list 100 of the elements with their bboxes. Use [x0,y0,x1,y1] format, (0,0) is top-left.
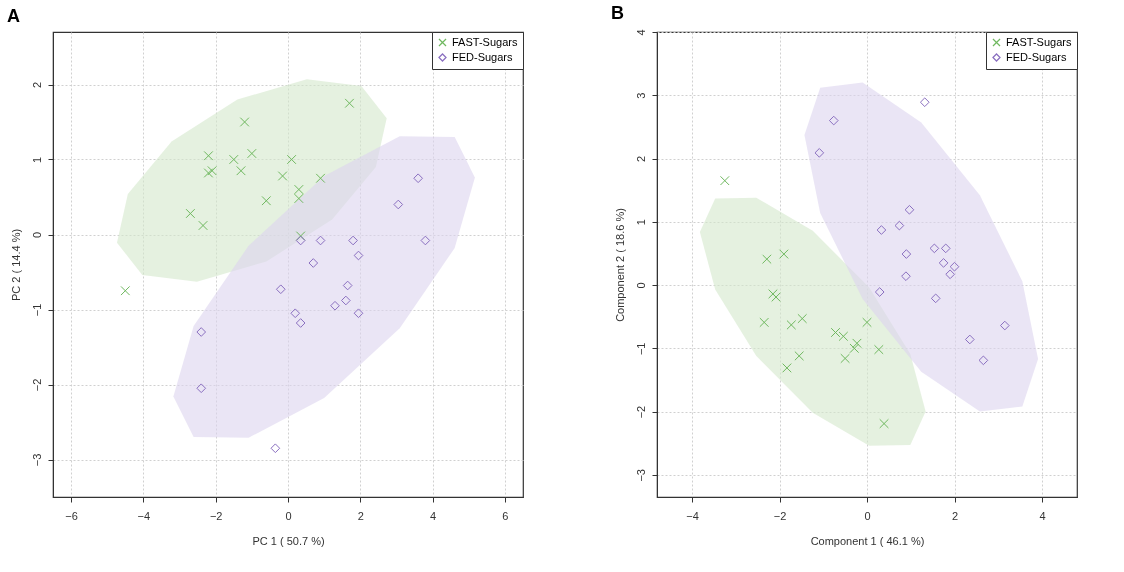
y-tick-label: 4 [634,29,647,36]
point [393,199,404,210]
y-axis-title: Component 2 ( 18.6 %) [613,208,626,322]
point [196,383,207,394]
y-tick-label: −1 [30,303,43,317]
x-tick-label: −2 [773,509,787,522]
point [342,280,353,291]
point [353,250,364,261]
point [794,351,805,361]
x-tick-label: 0 [864,509,871,522]
legend-label: FAST-Sugars [1006,35,1072,48]
point [719,175,730,186]
point [938,258,949,268]
point [999,320,1010,331]
point [945,269,955,280]
point [786,320,797,330]
point [228,154,239,165]
point [904,204,915,215]
point [978,355,989,366]
point [286,154,297,165]
point [315,235,326,246]
y-tick-label: −3 [634,469,647,482]
point [261,195,272,206]
legend-label: FED-Sugars [452,50,514,63]
y-tick-label: 2 [30,81,43,89]
point [919,97,930,108]
point [420,235,431,246]
point [203,150,214,161]
y-tick-label: −3 [30,453,43,467]
point [203,168,214,178]
point [894,220,905,231]
y-tick-label: −2 [634,405,647,419]
point [353,308,364,319]
y-tick-label: 2 [634,155,647,163]
x-tick-label: 2 [357,509,364,522]
point [929,243,940,254]
point [779,249,789,259]
point [759,317,770,328]
x-tick-label: −4 [137,509,151,522]
point [290,308,301,319]
x-tick-label: 4 [1039,509,1046,522]
point [270,443,281,454]
y-axis-title: PC 2 ( 14.4 %) [9,228,22,302]
x-tick-label: 0 [285,509,292,522]
point [852,338,862,349]
point [198,220,208,231]
point [413,173,423,184]
point [295,235,306,246]
point [838,331,849,342]
point [782,363,792,373]
point [879,418,889,429]
x-tick-label: 2 [951,509,959,522]
x-axis-title: Component 1 ( 46.1 %) [810,534,925,547]
y-tick-label: 3 [634,92,647,99]
point [949,261,960,272]
point [341,295,351,306]
point [185,208,196,219]
point [275,284,286,295]
point [348,235,358,246]
point [295,318,306,328]
point [840,353,850,364]
point [828,115,839,126]
y-tick-label: 0 [30,231,43,239]
point [277,171,288,181]
y-tick-label: 1 [30,156,43,164]
point [876,225,887,235]
x-axis-title: PC 1 ( 50.7 %) [252,534,325,547]
point [797,313,808,324]
point [247,148,257,159]
point [873,344,884,355]
point [814,148,825,158]
x-tick-label: −2 [209,509,223,522]
point [196,327,207,337]
point [344,98,355,109]
point [849,343,860,354]
x-tick-label: 4 [430,509,437,522]
y-tick-label: −2 [30,378,43,392]
point [901,271,911,282]
point [330,300,340,311]
x-tick-label: 6 [502,509,509,522]
point [874,287,885,297]
point [120,285,131,296]
point [207,165,217,176]
point [930,293,941,304]
point [901,249,912,259]
point [236,165,246,176]
legend-label: FAST-Sugars [452,35,518,48]
chart-title: A [7,5,20,26]
y-tick-label: 1 [634,219,647,226]
y-tick-label: −1 [634,342,647,356]
chart-title: B [611,2,624,23]
point [761,254,772,264]
x-tick-label: −6 [65,509,78,522]
point [862,317,872,328]
point [315,173,326,184]
legend-label: FED-Sugars [1006,50,1068,63]
point [308,258,319,268]
point [239,117,250,127]
point [940,243,951,254]
point [964,334,975,345]
